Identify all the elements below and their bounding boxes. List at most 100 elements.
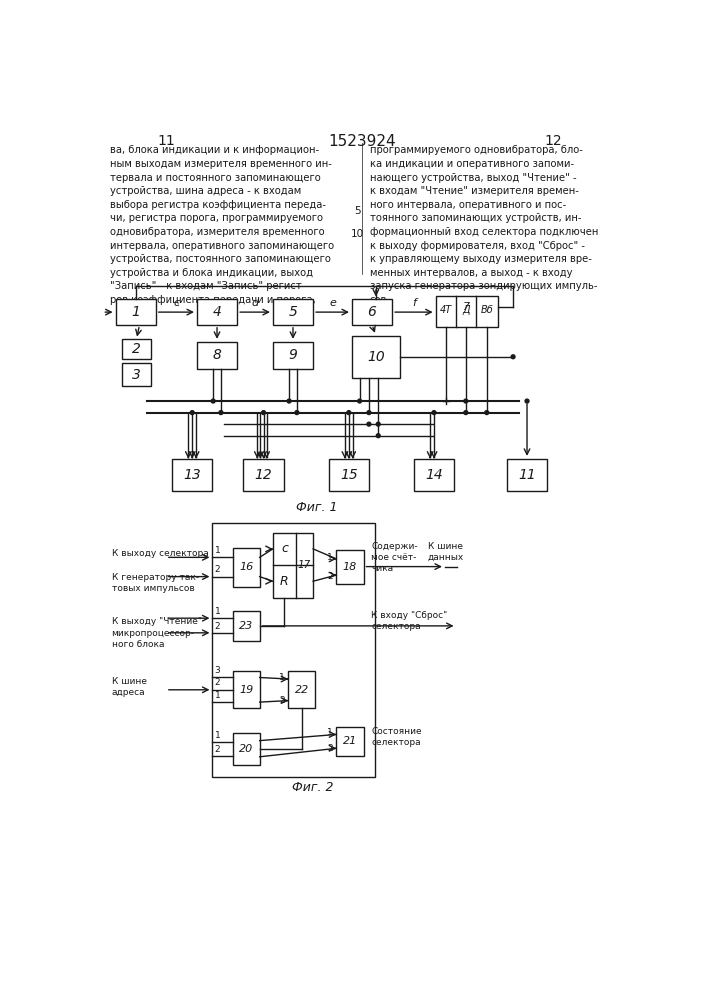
Text: f: f: [412, 298, 416, 308]
Text: 13: 13: [183, 468, 201, 482]
Text: 2: 2: [279, 696, 285, 705]
Text: e: e: [329, 298, 336, 308]
Text: 2: 2: [327, 572, 333, 581]
Text: 12: 12: [255, 468, 272, 482]
Circle shape: [358, 399, 361, 403]
Text: ва, блока индикации и к информацион-
ным выходам измерителя временного ин-
терва: ва, блока индикации и к информацион- ным…: [110, 145, 334, 305]
Text: 20: 20: [239, 744, 253, 754]
Bar: [436, 296, 498, 327]
Text: 1: 1: [215, 607, 221, 616]
Text: 2: 2: [215, 565, 221, 574]
Text: c: c: [281, 542, 288, 555]
Bar: [243, 459, 284, 491]
Bar: [414, 459, 454, 491]
Text: 1: 1: [327, 728, 333, 737]
Circle shape: [464, 399, 468, 403]
Bar: [122, 339, 151, 359]
Text: 1: 1: [215, 691, 221, 700]
Text: 1: 1: [215, 546, 221, 555]
Circle shape: [485, 411, 489, 415]
Circle shape: [511, 355, 515, 359]
Bar: [197, 342, 237, 369]
Bar: [337, 727, 363, 756]
Text: К генератору так-
товых импульсов: К генератору так- товых импульсов: [112, 573, 199, 593]
Bar: [115, 299, 156, 325]
Text: 21: 21: [343, 736, 357, 746]
Text: 8: 8: [213, 348, 221, 362]
Circle shape: [367, 422, 371, 426]
Bar: [233, 733, 259, 765]
Text: 7: 7: [463, 302, 470, 312]
Bar: [337, 550, 363, 584]
Text: 11: 11: [157, 134, 175, 148]
Text: 2: 2: [215, 678, 221, 687]
Text: Состояние
селектора: Состояние селектора: [371, 727, 422, 747]
Bar: [197, 299, 237, 325]
Circle shape: [219, 411, 223, 415]
Text: 4Т: 4Т: [440, 305, 452, 315]
Text: 11: 11: [518, 468, 536, 482]
Text: 1: 1: [327, 553, 333, 562]
Circle shape: [432, 411, 436, 415]
Bar: [122, 363, 151, 386]
Text: 16: 16: [239, 562, 253, 572]
Text: 10: 10: [367, 350, 385, 364]
Text: 2: 2: [215, 622, 221, 631]
Circle shape: [367, 411, 371, 415]
Text: Содержи-
мое счёт-
чика: Содержи- мое счёт- чика: [371, 542, 418, 573]
Text: d: d: [252, 298, 259, 308]
Text: 2: 2: [327, 744, 333, 753]
Text: 6: 6: [368, 305, 376, 319]
Text: 1: 1: [279, 673, 285, 682]
Bar: [329, 459, 369, 491]
Text: К выходу "Чтение"
микропроцессор-
ного блока: К выходу "Чтение" микропроцессор- ного б…: [112, 617, 201, 649]
Circle shape: [262, 411, 265, 415]
Circle shape: [376, 434, 380, 438]
Bar: [507, 459, 547, 491]
Bar: [352, 299, 392, 325]
Bar: [273, 533, 313, 598]
Text: 4: 4: [213, 305, 221, 319]
Bar: [212, 523, 375, 777]
Text: 3: 3: [132, 368, 141, 382]
Text: 19: 19: [239, 685, 253, 695]
Circle shape: [376, 422, 380, 426]
Bar: [233, 671, 259, 708]
Bar: [233, 548, 259, 587]
Text: К входу "Сброс"
селектора: К входу "Сброс" селектора: [371, 611, 448, 631]
Bar: [233, 611, 259, 641]
Text: 1523924: 1523924: [328, 134, 396, 149]
Text: 1: 1: [132, 305, 140, 319]
Circle shape: [295, 411, 299, 415]
Text: 18: 18: [343, 562, 357, 572]
Text: К шине
адреса: К шине адреса: [112, 677, 146, 697]
Text: Фиг. 2: Фиг. 2: [293, 781, 334, 794]
Text: К выходу селектора: К выходу селектора: [112, 549, 209, 558]
Text: 2: 2: [215, 745, 221, 754]
Text: c: c: [173, 298, 180, 308]
Text: 14: 14: [425, 468, 443, 482]
Circle shape: [287, 399, 291, 403]
Text: 22: 22: [295, 685, 309, 695]
Bar: [172, 459, 212, 491]
Circle shape: [347, 411, 351, 415]
Text: 5: 5: [288, 305, 298, 319]
Text: Фиг. 1: Фиг. 1: [296, 501, 338, 514]
Text: R: R: [280, 575, 288, 588]
Text: 17: 17: [298, 560, 311, 570]
Text: 15: 15: [340, 468, 358, 482]
Circle shape: [464, 411, 468, 415]
Text: Д: Д: [462, 305, 469, 315]
Text: программируемого одновибратора, бло-
ка индикации и оперативного запоми-
нающего: программируемого одновибратора, бло- ка …: [370, 145, 598, 305]
Bar: [288, 671, 315, 708]
Text: 9: 9: [288, 348, 298, 362]
Text: 5: 5: [354, 206, 361, 216]
Text: 2: 2: [132, 342, 141, 356]
Circle shape: [211, 399, 215, 403]
Text: К шине
данных: К шине данных: [428, 542, 464, 562]
Text: 10: 10: [351, 229, 364, 239]
Bar: [273, 299, 313, 325]
Text: 3: 3: [215, 666, 221, 675]
Text: 1: 1: [215, 731, 221, 740]
Text: Вб: Вб: [480, 305, 493, 315]
